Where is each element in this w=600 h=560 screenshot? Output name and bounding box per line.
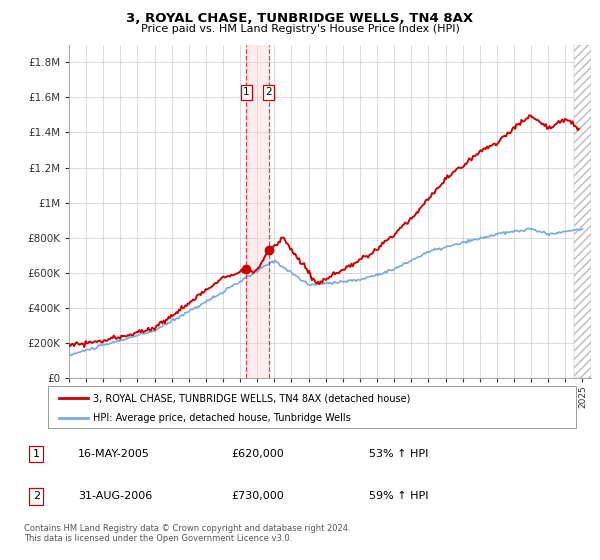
Text: 16-MAY-2005: 16-MAY-2005	[78, 449, 150, 459]
Text: Contains HM Land Registry data © Crown copyright and database right 2024.
This d: Contains HM Land Registry data © Crown c…	[24, 524, 350, 543]
Bar	[247, 45, 269, 378]
Text: 3, ROYAL CHASE, TUNBRIDGE WELLS, TN4 8AX: 3, ROYAL CHASE, TUNBRIDGE WELLS, TN4 8AX	[127, 12, 473, 25]
Text: 31-AUG-2006: 31-AUG-2006	[78, 492, 152, 502]
Text: £620,000: £620,000	[231, 449, 284, 459]
Text: 2: 2	[265, 87, 272, 97]
Text: Price paid vs. HM Land Registry's House Price Index (HPI): Price paid vs. HM Land Registry's House …	[140, 24, 460, 34]
Text: 53% ↑ HPI: 53% ↑ HPI	[369, 449, 428, 459]
Text: 59% ↑ HPI: 59% ↑ HPI	[369, 492, 428, 502]
Text: 3, ROYAL CHASE, TUNBRIDGE WELLS, TN4 8AX (detached house): 3, ROYAL CHASE, TUNBRIDGE WELLS, TN4 8AX…	[93, 393, 410, 403]
Text: £730,000: £730,000	[231, 492, 284, 502]
Text: HPI: Average price, detached house, Tunbridge Wells: HPI: Average price, detached house, Tunb…	[93, 413, 350, 423]
Text: 1: 1	[32, 449, 40, 459]
Text: 2: 2	[32, 492, 40, 502]
FancyBboxPatch shape	[48, 386, 576, 428]
Text: 1: 1	[243, 87, 250, 97]
